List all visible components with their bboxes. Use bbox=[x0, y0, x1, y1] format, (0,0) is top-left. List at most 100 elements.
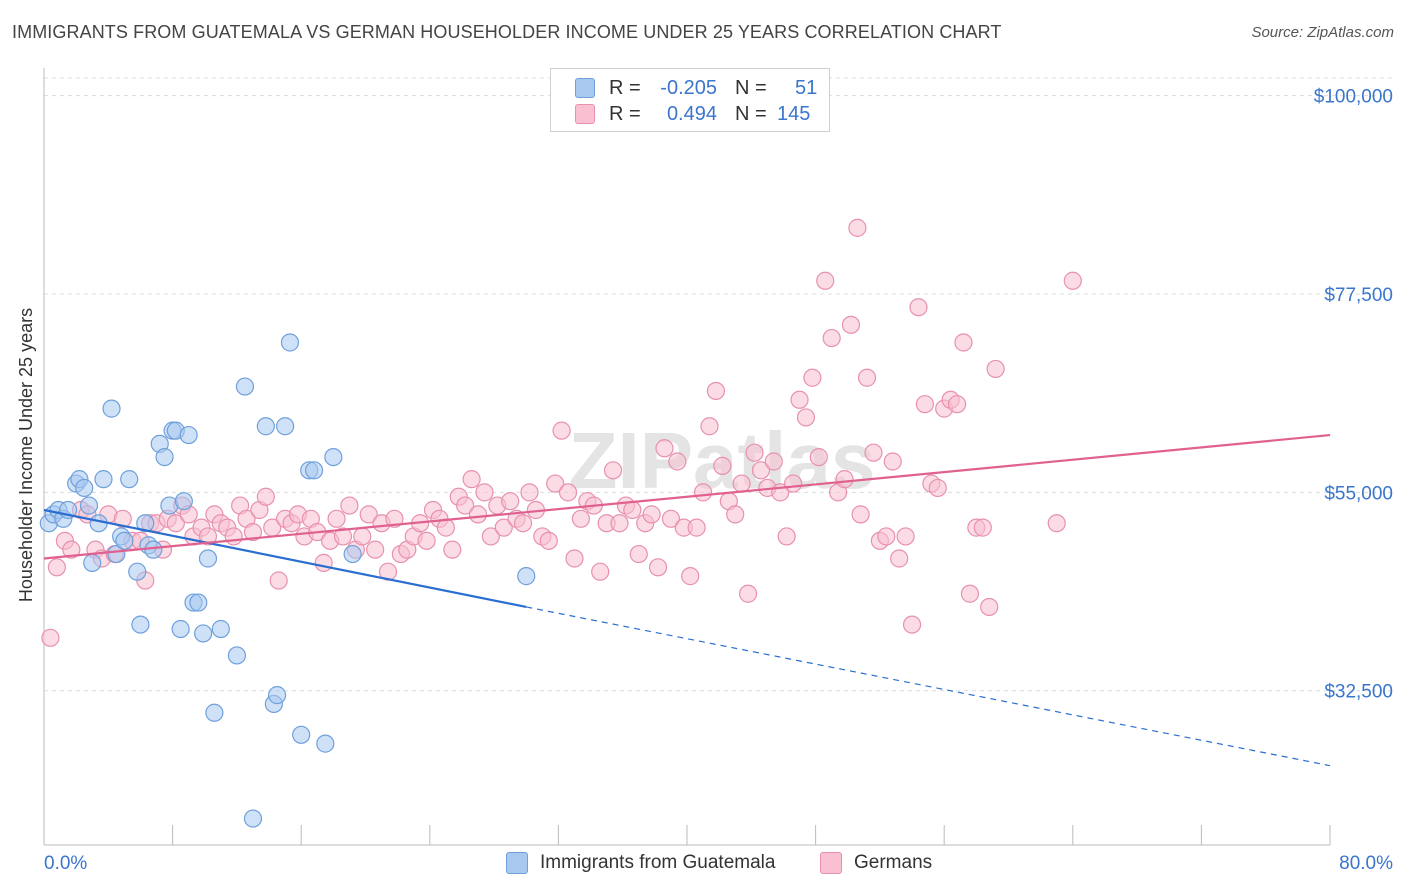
legend-n-label: N = bbox=[735, 76, 767, 99]
data-point bbox=[783, 474, 803, 493]
data-point bbox=[456, 496, 475, 515]
data-point bbox=[136, 514, 155, 533]
trend-line bbox=[43, 508, 527, 609]
data-point bbox=[552, 421, 571, 440]
data-point bbox=[973, 518, 992, 537]
data-point bbox=[481, 527, 500, 546]
data-point bbox=[75, 478, 94, 498]
data-point bbox=[205, 703, 224, 722]
data-point bbox=[280, 333, 300, 352]
data-point bbox=[113, 509, 132, 528]
data-point bbox=[848, 218, 867, 237]
data-point bbox=[120, 470, 139, 489]
x-tick-labels: 0.0% 80.0% bbox=[44, 853, 1393, 874]
legend-r-value: -0.205 bbox=[660, 76, 717, 99]
source-label: Source: ZipAtlas.com bbox=[1251, 24, 1394, 41]
data-point bbox=[954, 333, 973, 352]
data-point bbox=[513, 514, 533, 533]
data-point bbox=[267, 686, 287, 705]
data-point bbox=[738, 584, 758, 603]
data-point bbox=[256, 487, 275, 506]
data-point bbox=[777, 527, 796, 546]
data-point bbox=[83, 553, 102, 572]
data-point bbox=[79, 496, 99, 515]
y-tick-label: $55,000 bbox=[1324, 483, 1393, 504]
data-point bbox=[681, 567, 700, 586]
data-point bbox=[687, 518, 706, 537]
data-point bbox=[475, 483, 494, 502]
data-point bbox=[128, 562, 147, 581]
data-point bbox=[835, 470, 854, 489]
y-tick-label: $100,000 bbox=[1314, 87, 1393, 108]
data-point bbox=[915, 395, 935, 414]
data-point bbox=[841, 315, 861, 334]
data-point bbox=[131, 615, 150, 634]
data-point bbox=[851, 505, 870, 524]
data-point bbox=[1063, 271, 1082, 290]
data-point bbox=[243, 809, 263, 828]
data-point bbox=[243, 522, 263, 542]
data-point bbox=[986, 359, 1005, 379]
legend-r-value: 0.494 bbox=[666, 102, 717, 125]
data-point bbox=[436, 518, 455, 537]
legend-item-guatemala: Immigrants from Guatemala bbox=[506, 852, 775, 874]
data-point bbox=[462, 470, 481, 489]
data-point bbox=[276, 417, 295, 436]
data-point bbox=[896, 527, 915, 546]
chart-title: IMMIGRANTS FROM GUATEMALA VS GERMAN HOUS… bbox=[12, 22, 1002, 42]
data-point bbox=[501, 492, 520, 511]
data-point bbox=[235, 377, 255, 396]
data-point bbox=[353, 527, 372, 546]
data-point bbox=[359, 505, 378, 524]
legend-r-label: R = bbox=[609, 76, 641, 99]
data-point bbox=[713, 456, 732, 476]
x-tick-label: 0.0% bbox=[44, 853, 87, 874]
data-point bbox=[909, 298, 928, 317]
data-point bbox=[803, 368, 822, 387]
data-point bbox=[340, 496, 359, 515]
data-point bbox=[857, 368, 877, 387]
data-point bbox=[333, 527, 353, 546]
data-point bbox=[343, 544, 362, 564]
legend-n-value: 51 bbox=[795, 76, 818, 99]
data-point bbox=[107, 544, 126, 564]
data-point bbox=[94, 470, 113, 489]
data-point bbox=[115, 531, 134, 550]
data-point bbox=[468, 505, 488, 524]
data-point bbox=[102, 399, 121, 418]
data-point bbox=[693, 483, 713, 502]
data-point bbox=[764, 452, 783, 471]
data-point bbox=[790, 390, 809, 409]
data-point bbox=[591, 562, 610, 581]
data-point bbox=[883, 452, 902, 471]
data-point bbox=[809, 447, 828, 467]
data-point bbox=[194, 624, 213, 643]
legend-item-germans: Germans bbox=[820, 852, 932, 874]
trend-lines bbox=[43, 433, 1331, 767]
data-point bbox=[732, 474, 751, 493]
data-point bbox=[189, 593, 208, 612]
legend-label-germans: Germans bbox=[854, 852, 933, 873]
data-point bbox=[565, 549, 584, 568]
bottom-legend: Immigrants from Guatemala Germans bbox=[0, 852, 1406, 878]
data-point bbox=[706, 381, 726, 401]
legend-label-guatemala: Immigrants from Guatemala bbox=[540, 852, 776, 873]
data-point bbox=[610, 514, 629, 533]
data-point bbox=[227, 646, 246, 665]
data-point bbox=[668, 452, 687, 471]
data-point bbox=[796, 408, 816, 427]
legend-row-germans: R = 0.494 N = 145 bbox=[575, 102, 810, 126]
data-point bbox=[385, 509, 404, 528]
data-point bbox=[292, 725, 311, 744]
data-point bbox=[546, 474, 565, 493]
data-point bbox=[902, 615, 922, 634]
legend-n-label: N = bbox=[735, 102, 767, 125]
data-point bbox=[539, 531, 558, 550]
data-point bbox=[417, 531, 436, 550]
data-point bbox=[558, 483, 578, 502]
data-point bbox=[62, 540, 81, 559]
data-point bbox=[179, 425, 198, 445]
data-point bbox=[864, 443, 883, 462]
data-point bbox=[324, 447, 343, 467]
